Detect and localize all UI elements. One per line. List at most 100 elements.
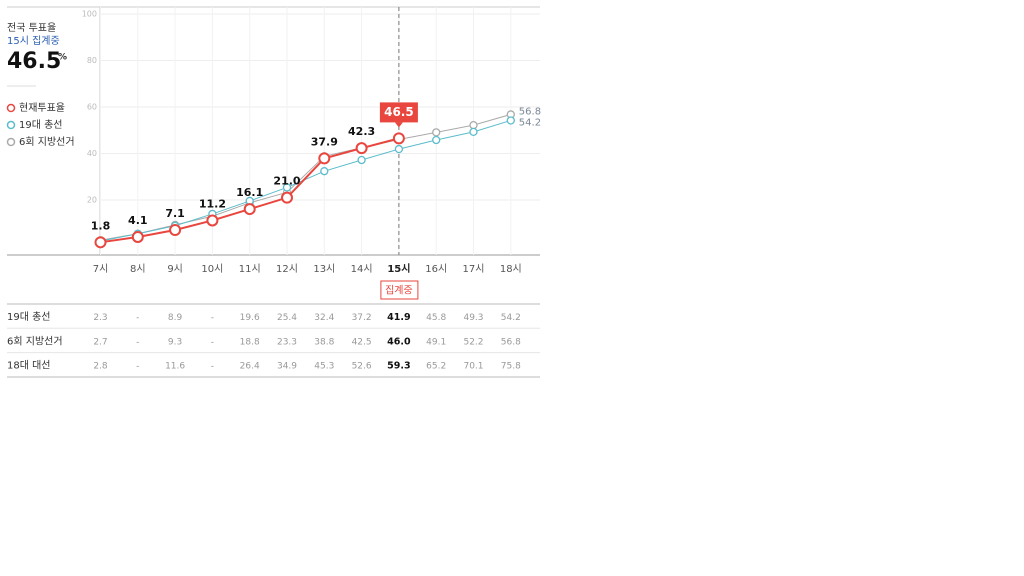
row-label: 6회 지방선거	[7, 335, 63, 347]
legend-marker	[6, 137, 16, 147]
table-cell: 2.3	[93, 313, 107, 323]
end-label: 54.2	[519, 117, 541, 128]
headline-title: 전국 투표율	[7, 22, 56, 34]
table-cell: 56.8	[501, 337, 521, 347]
y-tick-label: 40	[87, 149, 97, 158]
x-tick-label: 13시	[313, 263, 335, 275]
table-cell: -	[211, 313, 214, 323]
x-tick-label: 12시	[276, 263, 298, 275]
table-cell: 65.2	[426, 362, 446, 372]
status-tag: 집계중	[385, 285, 413, 297]
table-cell: 37.2	[352, 313, 372, 323]
legend-label: 현재투표율	[19, 102, 65, 114]
table-cell: -	[136, 362, 139, 372]
point	[281, 191, 293, 204]
table-cell: 54.2	[501, 313, 521, 323]
value-label: 37.9	[311, 135, 338, 148]
table-cell: 75.8	[501, 362, 521, 372]
table-cell: 45.3	[314, 362, 334, 372]
current-value-label: 46.5	[384, 105, 414, 119]
legend-marker	[6, 103, 16, 113]
row-label: 19대 총선	[7, 311, 51, 323]
table-cell: 49.1	[426, 337, 446, 347]
point	[432, 128, 441, 137]
headline-value: 46.5	[7, 49, 61, 74]
series-line	[100, 113, 511, 241]
y-tick-label: 20	[87, 196, 97, 205]
table-cell: -	[136, 313, 139, 323]
x-tick-label: 15시	[387, 263, 410, 275]
point	[243, 203, 256, 216]
table-cell: 11.6	[165, 362, 185, 372]
table-cell: 70.1	[463, 362, 483, 372]
table-cell: 45.8	[426, 313, 446, 323]
table-cell: -	[136, 337, 139, 347]
value-label: 7.1	[165, 207, 185, 220]
end-label: 56.8	[519, 106, 541, 117]
table-cell: 34.9	[277, 362, 297, 372]
point	[357, 155, 366, 165]
table-cell: 46.0	[387, 336, 411, 347]
table-cell: 25.4	[277, 313, 297, 323]
point	[169, 223, 182, 236]
point	[432, 135, 441, 145]
table-cell: 52.6	[352, 362, 372, 372]
current-value-pointer	[394, 122, 403, 128]
legend-marker	[6, 120, 16, 130]
table-cell: 42.5	[352, 337, 372, 347]
x-tick-label: 18시	[500, 263, 522, 275]
headline-unit: %	[58, 53, 67, 63]
table-cell: -	[211, 362, 214, 372]
point	[318, 152, 331, 165]
table-cell: 41.9	[387, 312, 410, 323]
table-cell: 8.9	[168, 313, 183, 323]
y-tick-label: 80	[87, 56, 97, 65]
y-tick-label: 100	[82, 10, 97, 19]
value-label: 4.1	[128, 214, 148, 227]
point	[506, 116, 515, 125]
point	[469, 127, 478, 137]
table-cell: 23.3	[277, 337, 297, 347]
point	[94, 236, 107, 249]
value-label: 42.3	[348, 125, 375, 138]
current-value-box	[379, 102, 418, 123]
value-label: 16.1	[236, 186, 263, 199]
point	[392, 132, 405, 145]
x-tick-label: 10시	[201, 263, 223, 275]
point	[394, 144, 404, 154]
x-tick-label: 9시	[167, 263, 183, 275]
table-cell: 52.2	[463, 337, 483, 347]
headline-status: 15시 집계중	[7, 35, 60, 47]
x-tick-label: 14시	[351, 263, 373, 275]
value-label: 21.0	[273, 175, 300, 188]
table-cell: -	[211, 337, 214, 347]
table-cell: 32.4	[314, 313, 334, 323]
value-label: 11.2	[199, 197, 226, 210]
table-cell: 18.8	[240, 337, 260, 347]
series-line	[100, 120, 511, 242]
y-tick-label: 60	[87, 103, 97, 112]
x-tick-label: 11시	[239, 263, 261, 275]
x-tick-label: 17시	[463, 263, 485, 275]
table-cell: 19.6	[240, 313, 260, 323]
table-cell: 59.3	[387, 361, 410, 372]
point	[206, 214, 219, 227]
point	[320, 167, 329, 176]
x-tick-label: 16시	[425, 263, 447, 275]
table-cell: 49.3	[463, 313, 483, 323]
point	[469, 120, 478, 130]
table-cell: 38.8	[314, 337, 334, 347]
table-cell: 9.3	[168, 337, 182, 347]
table-cell: 2.7	[93, 337, 107, 347]
point	[282, 183, 292, 192]
legend-label: 6회 지방선거	[19, 136, 75, 148]
point	[355, 142, 368, 155]
value-label: 1.8	[91, 219, 111, 232]
x-tick-label: 7시	[93, 263, 109, 275]
table-cell: 2.8	[93, 362, 108, 372]
row-label: 18대 대선	[7, 360, 51, 372]
table-cell: 26.4	[240, 362, 260, 372]
point	[131, 230, 144, 243]
status-tag-box	[380, 280, 419, 300]
